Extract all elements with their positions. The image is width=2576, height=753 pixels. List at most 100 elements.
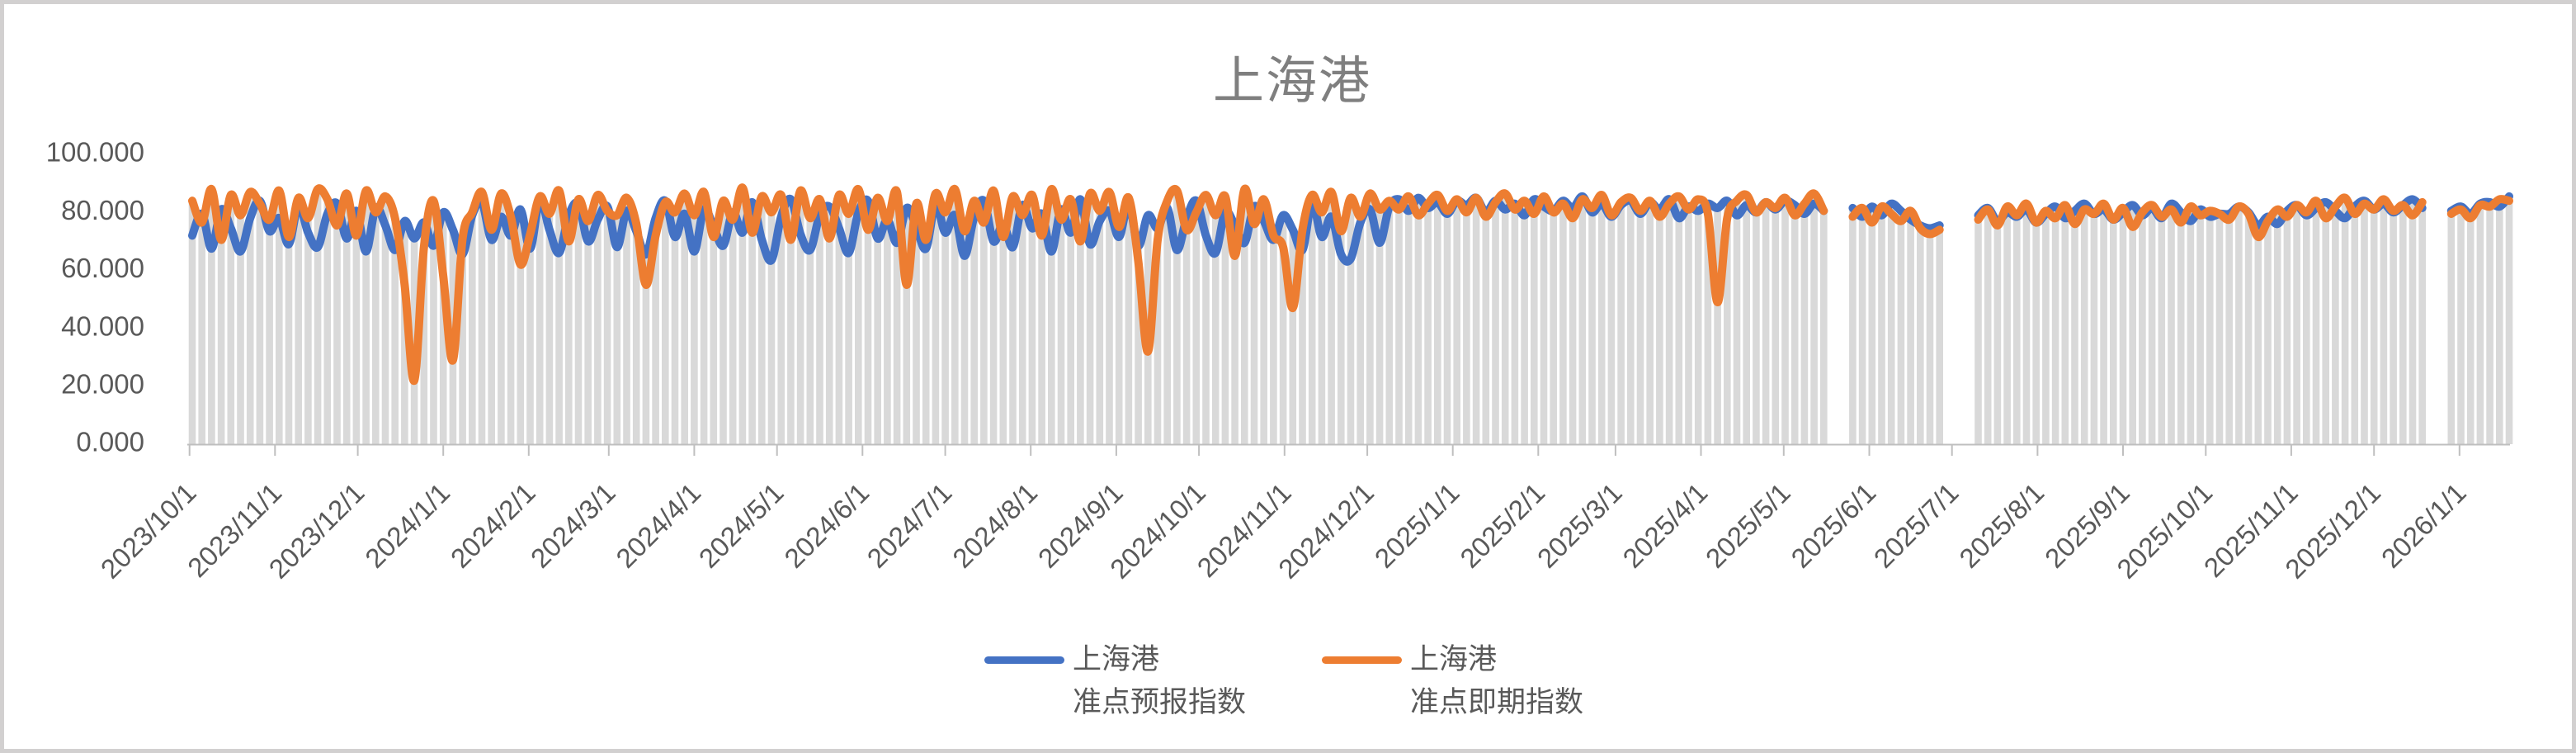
dropline-column (960, 231, 969, 444)
x-axis-label: 2026/1/1 (2375, 477, 2472, 574)
dropline-column (652, 218, 659, 444)
dropline-column (2370, 209, 2378, 444)
dropline-column (980, 201, 988, 444)
dropline-column (989, 190, 998, 444)
dropline-column (2322, 201, 2329, 444)
legend-label-line2: 准点预报指数 (1073, 686, 1247, 718)
y-axis-label: 60.000 (61, 253, 144, 283)
dropline-column (777, 195, 785, 444)
dropline-column (1404, 196, 1413, 444)
dropline-column (2206, 211, 2214, 444)
dropline-column (1096, 211, 1104, 444)
x-axis (187, 443, 2510, 456)
legend-label-line1: 上海港 (1410, 643, 1498, 675)
dropline-column (2264, 216, 2272, 444)
dropline-column (2225, 214, 2233, 444)
dropline-column (2071, 211, 2078, 444)
dropline-column (2283, 211, 2291, 444)
dropline-column (2505, 196, 2513, 444)
x-axis-label: 2024/2/1 (445, 477, 541, 574)
spot-index-line (2446, 195, 2513, 223)
dropline-column (545, 214, 554, 444)
x-axis-label: 2024/7/1 (861, 477, 958, 574)
dropline-column (1163, 201, 1171, 444)
dropline-column (1656, 209, 1663, 444)
dropline-column (1434, 195, 1441, 444)
dropline-column (1878, 206, 1885, 444)
dropline-column (594, 195, 602, 444)
legend-label-line1: 上海港 (1073, 643, 1160, 675)
dropline-column (2003, 206, 2011, 444)
dropline-column (1154, 228, 1162, 444)
dropline-column (1675, 196, 1683, 444)
dropline-column (874, 197, 881, 444)
legend-item-spot[interactable]: 上海港 准点即期指数 (1322, 638, 1583, 724)
dropline-column (1038, 214, 1045, 444)
dropline-column (1067, 199, 1074, 444)
dropline-column (362, 190, 370, 444)
dropline-column (352, 211, 361, 444)
dropline-column (864, 201, 872, 444)
dropline-column (1270, 235, 1277, 444)
dropline-column (535, 196, 544, 444)
dropline-column (613, 215, 621, 444)
dropline-column (2303, 212, 2310, 444)
dropline-column (2273, 209, 2281, 444)
dropline-column (1086, 193, 1094, 444)
dropline-column (517, 209, 525, 444)
dropline-column (256, 201, 264, 444)
dropline-column (227, 195, 235, 444)
dropline-column (1578, 196, 1587, 444)
dropline-column (2100, 203, 2107, 444)
x-axis-label: 2025/6/1 (1785, 477, 1881, 574)
dropline-column (748, 201, 756, 444)
x-axis-label: 2025/7/1 (1868, 477, 1965, 574)
spot-index-line (1848, 202, 1944, 239)
dropline-column (1926, 228, 1934, 444)
dropline-column (710, 226, 718, 445)
legend-label-line2: 准点即期指数 (1410, 686, 1584, 718)
dropline-column (1907, 211, 1914, 444)
dropline-column (2032, 222, 2040, 444)
dropline-column (806, 218, 814, 444)
dropline-column (208, 189, 215, 444)
dropline-column (1125, 197, 1133, 444)
y-axis-labels: 100.000 80.000 60.000 40.000 20.000 0.00… (46, 137, 144, 457)
dropline-column (1733, 201, 1741, 444)
dropline-column (1511, 203, 1519, 444)
dropline-column (488, 230, 495, 444)
x-axis-label: 2023/10/1 (95, 477, 202, 585)
dropline-column (884, 220, 891, 444)
dropline-column (1521, 201, 1528, 444)
dropline-column (1531, 199, 1538, 444)
dropline-column (1250, 206, 1258, 444)
dropline-column (2418, 201, 2426, 444)
dropline-column (2168, 203, 2175, 444)
dropline-column (2061, 205, 2069, 444)
dropline-column (951, 189, 959, 444)
y-axis-label: 40.000 (61, 310, 144, 341)
dropline-column (1617, 201, 1625, 444)
dropline-column (2380, 199, 2388, 444)
dropline-column (304, 218, 312, 444)
forecast-line-swatch (984, 656, 1064, 664)
dropline-column (2215, 214, 2224, 444)
spot-index-line (188, 183, 1828, 385)
dropline-column (1221, 196, 1229, 444)
dropline-column (2158, 216, 2166, 444)
dropline-column (1279, 215, 1287, 444)
dropline-column (2187, 206, 2195, 444)
dropline-column (1936, 225, 1943, 444)
legend-item-forecast[interactable]: 上海港 准点预报指数 (984, 638, 1246, 724)
dropline-column (2341, 197, 2349, 444)
dropline-column (391, 218, 399, 444)
dropline-column (430, 201, 437, 444)
dropline-column (1772, 207, 1780, 444)
y-axis-label: 20.000 (61, 369, 144, 400)
dropline-column (691, 215, 698, 444)
dropline-column (1048, 189, 1055, 444)
dropline-column (526, 234, 534, 444)
dropline-column (1299, 230, 1306, 444)
dropline-column (1385, 201, 1394, 444)
dropline-column (1974, 215, 1982, 444)
